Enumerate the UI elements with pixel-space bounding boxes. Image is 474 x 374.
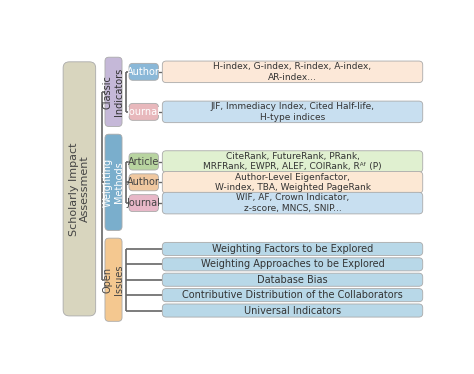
Text: Author: Author — [128, 177, 160, 187]
Text: Weighting Factors to be Explored: Weighting Factors to be Explored — [212, 244, 373, 254]
Text: Author-Level Eigenfactor,
W-index, TBA, Weighted PageRank: Author-Level Eigenfactor, W-index, TBA, … — [215, 173, 371, 192]
FancyBboxPatch shape — [162, 242, 423, 255]
FancyBboxPatch shape — [105, 57, 122, 126]
FancyBboxPatch shape — [105, 238, 122, 321]
Text: Contributive Distribution of the Collaborators: Contributive Distribution of the Collabo… — [182, 290, 403, 300]
FancyBboxPatch shape — [129, 194, 158, 212]
Text: Classic
Indicators: Classic Indicators — [103, 68, 124, 116]
Text: Journal: Journal — [127, 107, 161, 117]
FancyBboxPatch shape — [129, 174, 158, 191]
FancyBboxPatch shape — [162, 172, 423, 193]
Text: Database Bias: Database Bias — [257, 275, 328, 285]
FancyBboxPatch shape — [162, 192, 423, 214]
Text: WIF, AF, Crown Indicator,
z-score, MNCS, SNIP...: WIF, AF, Crown Indicator, z-score, MNCS,… — [236, 193, 349, 213]
Text: H-index, G-index, R-index, A-index,
AR-index...: H-index, G-index, R-index, A-index, AR-i… — [213, 62, 372, 82]
Text: Universal Indicators: Universal Indicators — [244, 306, 341, 316]
FancyBboxPatch shape — [63, 62, 96, 316]
FancyBboxPatch shape — [162, 258, 423, 271]
FancyBboxPatch shape — [162, 304, 423, 317]
FancyBboxPatch shape — [129, 103, 158, 120]
Text: CiteRank, FutureRank, PRank,
MRFRank, EWPR, ALEF, COIRank, Rᴬᶠ (P): CiteRank, FutureRank, PRank, MRFRank, EW… — [203, 152, 382, 171]
FancyBboxPatch shape — [162, 273, 423, 286]
FancyBboxPatch shape — [162, 61, 423, 83]
FancyBboxPatch shape — [162, 289, 423, 302]
Text: JIF, Immediacy Index, Cited Half-life,
H-type indices: JIF, Immediacy Index, Cited Half-life, H… — [210, 102, 374, 122]
Text: Scholarly Impact
Assessment: Scholarly Impact Assessment — [69, 142, 90, 236]
FancyBboxPatch shape — [105, 134, 122, 230]
Text: Weighting Approaches to be Explored: Weighting Approaches to be Explored — [201, 259, 384, 269]
Text: Article: Article — [128, 157, 159, 166]
Text: Open
Issues: Open Issues — [103, 264, 124, 295]
FancyBboxPatch shape — [162, 151, 423, 172]
Text: Author: Author — [128, 67, 160, 77]
Text: Journal: Journal — [127, 198, 161, 208]
Text: Weighting
Methods: Weighting Methods — [103, 158, 124, 207]
FancyBboxPatch shape — [129, 63, 158, 80]
FancyBboxPatch shape — [162, 101, 423, 123]
FancyBboxPatch shape — [129, 153, 158, 170]
